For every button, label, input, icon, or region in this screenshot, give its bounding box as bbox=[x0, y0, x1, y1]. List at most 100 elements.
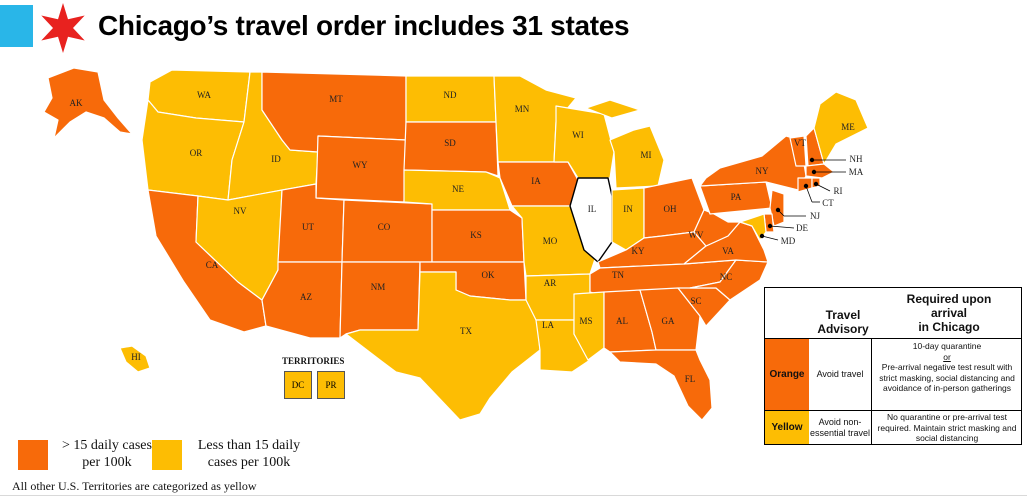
label-LA: LA bbox=[542, 320, 554, 330]
orange-req-line1: 10-day quarantine bbox=[912, 341, 982, 351]
label-DE: DE bbox=[796, 223, 808, 233]
label-IN: IN bbox=[623, 204, 633, 214]
legend-orange-label: > 15 daily cases per 100k bbox=[52, 437, 162, 471]
label-NY: NY bbox=[756, 166, 769, 176]
legend-yellow-swatch bbox=[152, 440, 182, 470]
yellow-row-swatch: Yellow bbox=[765, 411, 809, 444]
label-VA: VA bbox=[722, 246, 734, 256]
label-ME: ME bbox=[841, 122, 855, 132]
blue-square-decoration bbox=[0, 5, 33, 47]
label-AZ: AZ bbox=[300, 292, 312, 302]
label-MI: MI bbox=[641, 150, 652, 160]
label-SD: SD bbox=[444, 138, 456, 148]
header-required-line2: arrival bbox=[930, 306, 968, 320]
header-advisory-line2: Advisory bbox=[817, 322, 869, 336]
label-AR: AR bbox=[544, 278, 557, 288]
yellow-row-requirement: No quarantine or pre-arrival test requir… bbox=[877, 412, 1017, 443]
state-IL bbox=[569, 177, 613, 263]
label-WY: WY bbox=[353, 160, 368, 170]
label-NV: NV bbox=[234, 206, 247, 216]
callout-DE-dot bbox=[767, 223, 773, 229]
label-NH: NH bbox=[850, 154, 863, 164]
label-GA: GA bbox=[662, 316, 675, 326]
orange-req-or: or bbox=[943, 351, 951, 362]
legend-orange-swatch bbox=[18, 440, 48, 470]
header-required-line3: in Chicago bbox=[918, 320, 980, 334]
label-IL: IL bbox=[588, 204, 597, 214]
label-MN: MN bbox=[515, 104, 530, 114]
label-ID: ID bbox=[271, 154, 281, 164]
orange-req-line3: Pre-arrival negative test result with st… bbox=[879, 362, 1015, 393]
label-NM: NM bbox=[371, 282, 386, 292]
state-ME bbox=[813, 91, 869, 165]
callout-MD-dot bbox=[759, 233, 765, 239]
label-NC: NC bbox=[720, 272, 733, 282]
state-FL bbox=[609, 349, 713, 421]
label-MS: MS bbox=[579, 316, 592, 326]
table-divider-2 bbox=[765, 410, 1021, 411]
legend-orange-line1: > 15 daily cases bbox=[62, 438, 152, 453]
orange-row-requirement: 10-day quarantine or Pre-arrival negativ… bbox=[872, 341, 1022, 394]
callout-RI-line bbox=[815, 183, 831, 192]
label-HI: HI bbox=[131, 352, 141, 362]
state-NJ bbox=[769, 189, 785, 227]
label-IA: IA bbox=[531, 176, 541, 186]
state-HI bbox=[119, 345, 151, 373]
table-header-required: Required upon arrival in Chicago bbox=[877, 292, 1021, 334]
label-WI: WI bbox=[572, 130, 584, 140]
territories-heading: TERRITORIES bbox=[282, 356, 345, 366]
state-AK bbox=[43, 67, 133, 139]
label-TX: TX bbox=[460, 326, 472, 336]
label-CA: CA bbox=[206, 260, 219, 270]
territory-pr: PR bbox=[317, 371, 345, 399]
label-FL: FL bbox=[685, 374, 696, 384]
state-MS bbox=[573, 291, 605, 361]
label-WV: WV bbox=[689, 230, 704, 240]
footnote: All other U.S. Territories are categoriz… bbox=[12, 479, 257, 493]
state-MA bbox=[805, 163, 835, 179]
state-NC bbox=[689, 259, 769, 301]
state-NY bbox=[699, 135, 807, 191]
callout-CT-line bbox=[805, 185, 813, 203]
label-ND: ND bbox=[444, 90, 457, 100]
state-NM bbox=[339, 261, 421, 339]
yellow-row-advisory: Avoid non-essential travel bbox=[809, 416, 871, 438]
legend-orange-line2: per 100k bbox=[82, 455, 132, 470]
page-title: Chicago’s travel order includes 31 state… bbox=[98, 10, 630, 41]
callout-MD-line bbox=[761, 235, 779, 241]
label-KY: KY bbox=[632, 246, 645, 256]
label-MT: MT bbox=[329, 94, 343, 104]
label-NJ: NJ bbox=[810, 211, 820, 221]
callout-MA-dot bbox=[811, 169, 817, 175]
label-UT: UT bbox=[302, 222, 314, 232]
bottom-divider bbox=[0, 495, 1027, 496]
header-advisory-line1: Travel bbox=[825, 308, 861, 322]
chicago-star-icon bbox=[41, 3, 85, 53]
callout-DE-line bbox=[769, 225, 795, 229]
label-AL: AL bbox=[616, 316, 628, 326]
legend-yellow-line1: Less than 15 daily bbox=[197, 438, 301, 453]
callout-NH-dot bbox=[809, 157, 815, 163]
label-CT: CT bbox=[822, 198, 834, 208]
legend-yellow-line2: cases per 100k bbox=[207, 455, 291, 470]
table-divider-1 bbox=[765, 338, 1021, 339]
label-PA: PA bbox=[731, 192, 742, 202]
state-TX bbox=[345, 271, 541, 421]
label-MA: MA bbox=[849, 167, 864, 177]
label-CO: CO bbox=[378, 222, 391, 232]
state-WV bbox=[693, 209, 741, 247]
label-OK: OK bbox=[482, 270, 495, 280]
state-MI bbox=[585, 99, 665, 189]
orange-row-advisory: Avoid travel bbox=[816, 369, 864, 379]
table-header-advisory: Travel Advisory bbox=[813, 308, 873, 336]
legend-yellow-label: Less than 15 daily cases per 100k bbox=[186, 437, 312, 471]
label-SC: SC bbox=[690, 296, 701, 306]
label-TN: TN bbox=[612, 270, 624, 280]
callout-CT-dot bbox=[803, 183, 809, 189]
callout-NJ-dot bbox=[775, 207, 781, 213]
label-OR: OR bbox=[190, 148, 203, 158]
label-RI: RI bbox=[834, 186, 843, 196]
territory-dc: DC bbox=[284, 371, 312, 399]
state-SD bbox=[403, 121, 499, 177]
